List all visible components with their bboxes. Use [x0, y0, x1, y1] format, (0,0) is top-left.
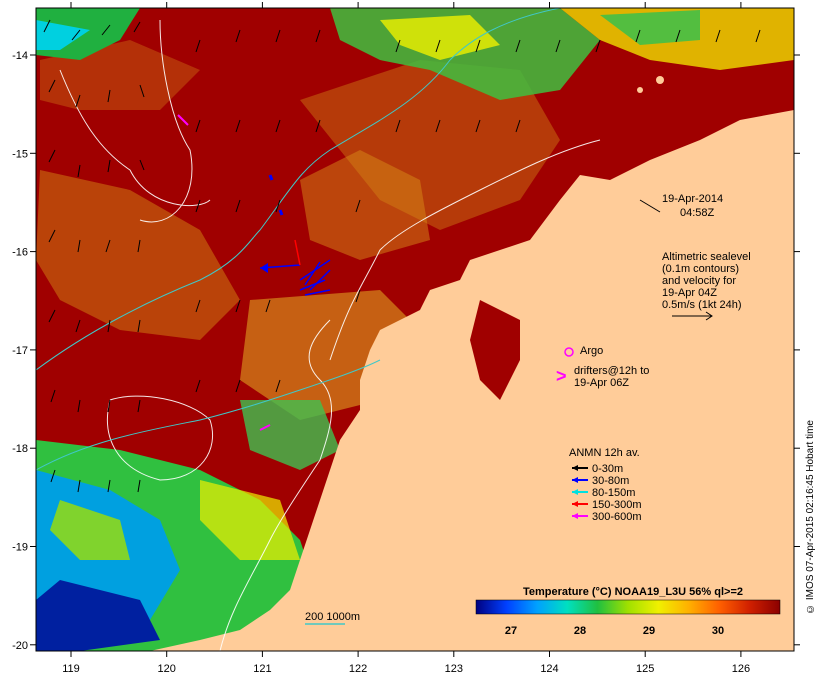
latitude-tick-label: -17 — [12, 345, 28, 357]
longitude-tick-label: 119 — [62, 663, 80, 675]
colorbar-title: Temperature (°C) NOAA19_L3U 56% ql>=2 — [523, 586, 743, 598]
latitude-tick-label: -15 — [12, 148, 28, 160]
latitude-axis: -14 -15 -16 -17 -18 -19 -20 — [12, 50, 800, 652]
argo-icon — [564, 347, 574, 357]
latitude-tick-label: -14 — [12, 50, 28, 62]
drifter-icon: > — [556, 366, 567, 386]
credit: © IMOS 07-Apr-2015 02:16:45 Hobart time — [805, 420, 816, 614]
colorbar: Temperature (°C) NOAA19_L3U 56% ql>=2 27… — [475, 586, 781, 637]
anmn-legend-arrowhead — [572, 465, 578, 471]
colorbar-tick-label: 28 — [574, 625, 586, 637]
altimetry-note-line: and velocity for — [662, 275, 736, 287]
longitude-tick-label: 123 — [445, 663, 463, 675]
longitude-tick-label: 120 — [158, 663, 176, 675]
latitude-tick-label: -16 — [12, 247, 28, 259]
altimetry-note-line: Altimetric sealevel — [662, 251, 751, 263]
map-date: 19-Apr-2014 — [662, 193, 723, 205]
longitude-tick-label: 124 — [540, 663, 558, 675]
anmn-legend-arrowhead — [572, 513, 578, 519]
latitude-tick-label: -20 — [12, 640, 28, 652]
anmn-legend: ANMN 12h av. 0-30m30-80m80-150m150-300m3… — [569, 447, 642, 523]
anmn-legend-title: ANMN 12h av. — [569, 447, 640, 459]
drifters-label-line: drifters@12h to — [574, 365, 649, 377]
altimetry-note-line: 19-Apr 04Z — [662, 287, 717, 299]
altimetry-note-line: 0.5m/s (1kt 24h) — [662, 299, 741, 311]
map-time: 04:58Z — [680, 207, 715, 219]
longitude-tick-label: 122 — [349, 663, 367, 675]
altimetry-note-line: (0.1m contours) — [662, 263, 739, 275]
anmn-legend-label: 0-30m — [592, 463, 623, 475]
anmn-legend-arrowhead — [572, 501, 578, 507]
longitude-tick-label: 126 — [732, 663, 750, 675]
longitude-tick-label: 125 — [636, 663, 654, 675]
colorbar-tick-label: 30 — [712, 625, 724, 637]
anmn-legend-arrowhead — [572, 489, 578, 495]
anmn-legend-arrowhead — [572, 477, 578, 483]
longitude-tick-label: 121 — [253, 663, 271, 675]
latitude-tick-label: -18 — [12, 443, 28, 455]
anmn-legend-label: 80-150m — [592, 487, 635, 499]
longitude-axis: 119 120 121 122 123 124 125 126 — [62, 2, 750, 675]
colorbar-gradient — [475, 599, 781, 615]
colorbar-tick-label: 27 — [505, 625, 517, 637]
argo-label: Argo — [580, 345, 603, 357]
anmn-legend-label: 30-80m — [592, 475, 629, 487]
anmn-legend-label: 300-600m — [592, 511, 642, 523]
altimetry-note: Altimetric sealevel (0.1m contours) and … — [662, 251, 751, 321]
bathymetry-label: 200 1000m — [305, 611, 360, 623]
drifters-label-line: 19-Apr 06Z — [574, 377, 629, 389]
anmn-legend-label: 150-300m — [592, 499, 642, 511]
colorbar-tick-label: 29 — [643, 625, 655, 637]
latitude-tick-label: -19 — [12, 542, 28, 554]
